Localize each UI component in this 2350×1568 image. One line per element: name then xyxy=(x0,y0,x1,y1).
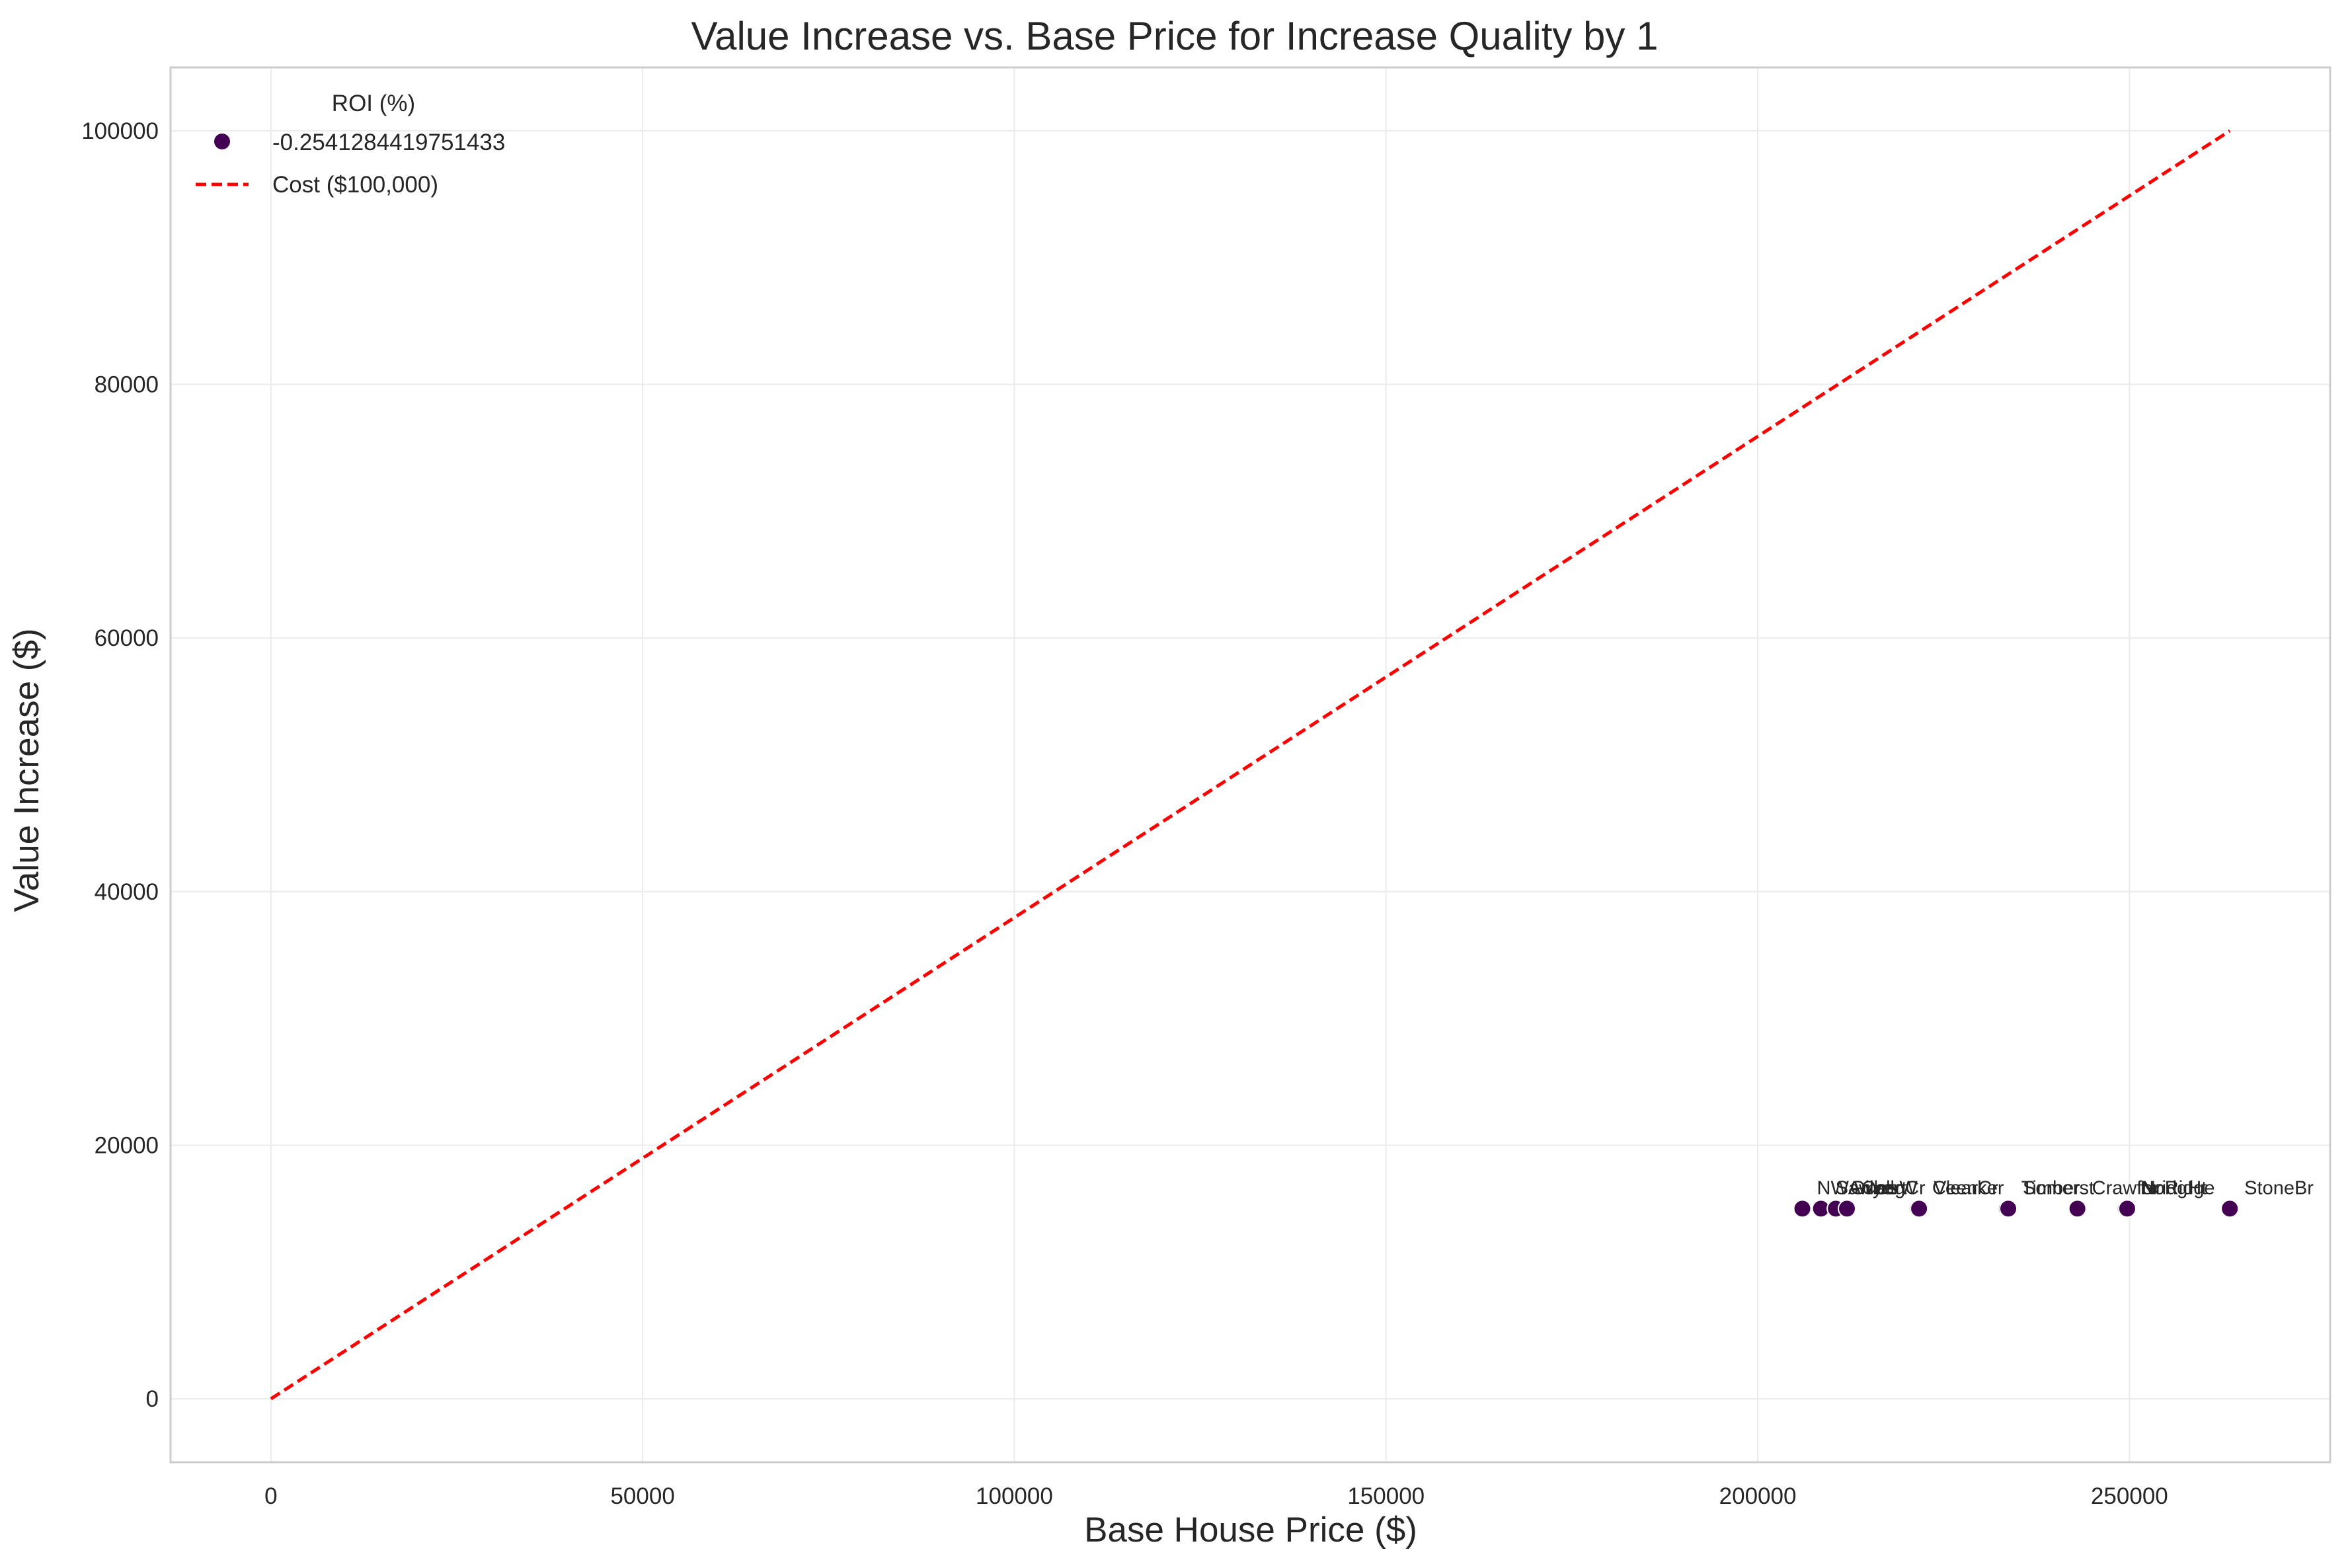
x-tick-label: 50000 xyxy=(610,1483,674,1509)
series-layer xyxy=(270,129,2240,1401)
data-point xyxy=(1793,1199,1812,1218)
plot-frame xyxy=(169,66,2331,1464)
y-tick-label: 40000 xyxy=(95,879,159,905)
data-point xyxy=(1910,1199,1929,1218)
x-tick-label: 200000 xyxy=(1719,1483,1797,1509)
x-tick-label: 150000 xyxy=(1347,1483,1425,1509)
legend-label-cost: Cost ($100,000) xyxy=(272,172,438,198)
point-annotation: NoRidge xyxy=(2140,1177,2215,1198)
legend-marker-roi xyxy=(214,134,230,149)
point-annotation: NWAmes xyxy=(1817,1177,1897,1198)
x-axis-label: Base House Price ($) xyxy=(1084,1510,1417,1549)
point-annotation: Timber xyxy=(2021,1177,2080,1198)
point-annotation: SawyerW xyxy=(1836,1177,1918,1198)
point-annotation: StoneBr xyxy=(2244,1177,2314,1198)
data-point xyxy=(2220,1199,2240,1218)
point-annotation: Veenker xyxy=(1934,1177,2004,1198)
x-tick-label: 100000 xyxy=(976,1483,1053,1509)
point-annotation: Gilbert xyxy=(1850,1177,1906,1198)
y-axis-ticks: 0 20000 40000 60000 80000 100000 xyxy=(81,118,159,1412)
point-annotation: Somerst xyxy=(2023,1177,2094,1198)
data-point xyxy=(1999,1199,2018,1218)
point-annotation: ClearCr xyxy=(1932,1177,1998,1198)
legend-label-roi: -0.2541284419751433 xyxy=(272,130,505,155)
x-tick-label: 0 xyxy=(264,1483,277,1509)
y-tick-label: 20000 xyxy=(95,1132,159,1158)
data-point xyxy=(2068,1199,2087,1218)
point-annotation: CollgCr xyxy=(1861,1177,1926,1198)
chart-title: Value Increase vs. Base Price for Increa… xyxy=(691,14,1659,58)
y-tick-label: 60000 xyxy=(95,625,159,651)
legend-title: ROI (%) xyxy=(332,91,415,116)
y-tick-label: 100000 xyxy=(81,118,159,144)
legend: ROI (%) -0.2541284419751433 Cost ($100,0… xyxy=(196,91,505,198)
data-point xyxy=(1838,1199,1857,1218)
cost-line xyxy=(270,129,2231,1401)
y-tick-label: 80000 xyxy=(95,372,159,398)
y-tick-label: 0 xyxy=(146,1386,159,1412)
data-point xyxy=(2117,1199,2136,1218)
x-axis-ticks: 0 50000 100000 150000 200000 250000 xyxy=(264,1483,2168,1509)
y-axis-label: Value Increase ($) xyxy=(7,628,46,912)
x-tick-label: 250000 xyxy=(2091,1483,2168,1509)
point-annotation: Crawfor xyxy=(2092,1177,2160,1198)
point-annotation: NridgHt xyxy=(2142,1177,2207,1198)
grid xyxy=(171,67,2330,1462)
